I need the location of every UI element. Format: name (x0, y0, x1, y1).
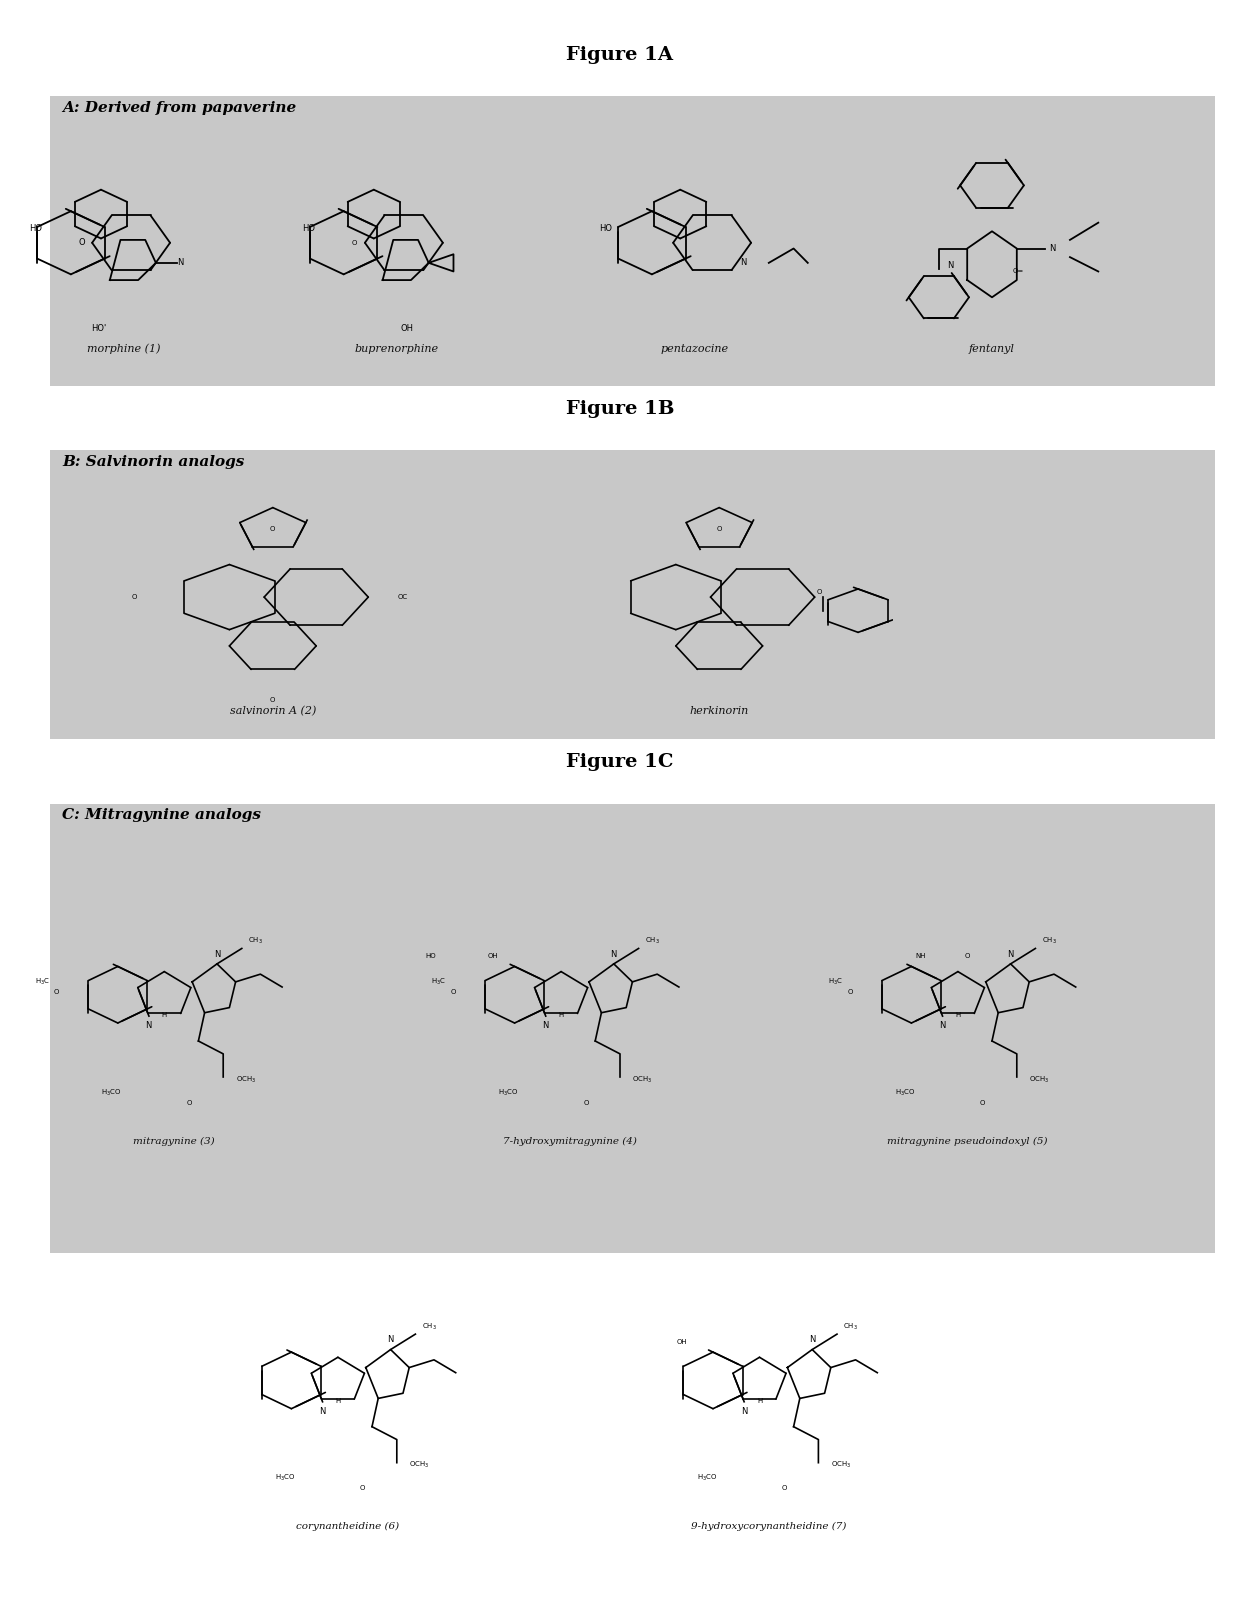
Text: O: O (450, 990, 456, 995)
Text: mitragynine pseudoindoxyl (5): mitragynine pseudoindoxyl (5) (887, 1136, 1048, 1146)
Text: O: O (816, 588, 822, 595)
Text: HO': HO' (92, 325, 107, 333)
Text: O=: O= (1013, 268, 1024, 275)
Text: N: N (610, 950, 618, 959)
Text: H: H (161, 1012, 167, 1019)
Text: C: Mitragynine analogs: C: Mitragynine analogs (62, 808, 260, 823)
Text: O: O (131, 595, 136, 599)
Text: N: N (387, 1335, 394, 1345)
Text: N: N (145, 1020, 153, 1030)
Text: pentazocine: pentazocine (661, 344, 728, 355)
FancyBboxPatch shape (50, 1253, 1215, 1607)
Text: morphine (1): morphine (1) (87, 344, 161, 355)
Text: N: N (808, 1335, 816, 1345)
Text: CH$_3$: CH$_3$ (248, 935, 263, 947)
Text: Figure 1C: Figure 1C (567, 754, 673, 771)
Text: OH: OH (401, 325, 414, 333)
Text: B: Salvinorin analogs: B: Salvinorin analogs (62, 455, 244, 469)
Text: 9-hydroxycorynantheidine (7): 9-hydroxycorynantheidine (7) (691, 1522, 847, 1531)
Text: CH$_3$: CH$_3$ (422, 1321, 436, 1332)
Text: Figure 1B: Figure 1B (565, 400, 675, 418)
Text: OCH$_3$: OCH$_3$ (1029, 1075, 1049, 1085)
Text: herkinorin: herkinorin (689, 705, 749, 717)
Text: N: N (542, 1020, 549, 1030)
Text: H: H (335, 1398, 341, 1405)
Text: H$_3$C: H$_3$C (828, 977, 843, 987)
Text: H$_3$C: H$_3$C (432, 977, 446, 987)
Text: NH: NH (915, 953, 926, 959)
Text: HO: HO (425, 953, 436, 959)
Text: N: N (213, 950, 221, 959)
Text: O: O (847, 990, 853, 995)
Text: OH: OH (677, 1339, 687, 1345)
Text: corynantheidine (6): corynantheidine (6) (295, 1522, 399, 1531)
Text: Figure 1A: Figure 1A (567, 47, 673, 64)
Text: H: H (955, 1012, 961, 1019)
Text: H$_3$CO: H$_3$CO (498, 1088, 518, 1098)
Text: H$_3$CO: H$_3$CO (895, 1088, 915, 1098)
Text: OCH$_3$: OCH$_3$ (236, 1075, 255, 1085)
Text: O: O (78, 238, 84, 247)
Text: N: N (939, 1020, 946, 1030)
Text: H$_3$CO: H$_3$CO (102, 1088, 122, 1098)
Text: fentanyl: fentanyl (970, 344, 1014, 355)
FancyBboxPatch shape (50, 96, 1215, 386)
Text: HO: HO (301, 223, 315, 233)
Text: 7-hydroxymitragynine (4): 7-hydroxymitragynine (4) (503, 1136, 637, 1146)
Text: O: O (717, 527, 722, 532)
Text: N: N (1007, 950, 1014, 959)
Text: H$_3$CO: H$_3$CO (275, 1474, 295, 1483)
Text: OCH$_3$: OCH$_3$ (831, 1461, 851, 1470)
Text: H: H (558, 1012, 564, 1019)
FancyBboxPatch shape (50, 804, 1215, 1607)
Text: OCH$_3$: OCH$_3$ (632, 1075, 652, 1085)
Text: N: N (740, 259, 746, 267)
Text: H: H (756, 1398, 763, 1405)
Text: O: O (186, 1099, 192, 1106)
Text: HO: HO (29, 223, 42, 233)
Text: salvinorin A (2): salvinorin A (2) (229, 705, 316, 717)
Text: mitragynine (3): mitragynine (3) (133, 1136, 215, 1146)
Text: CH$_3$: CH$_3$ (843, 1321, 858, 1332)
Text: O: O (270, 697, 275, 704)
FancyBboxPatch shape (50, 450, 1215, 739)
Text: N: N (177, 259, 184, 267)
Text: A: Derived from papaverine: A: Derived from papaverine (62, 101, 296, 116)
Text: O: O (583, 1099, 589, 1106)
Text: O: O (965, 953, 970, 959)
Text: CH$_3$: CH$_3$ (1042, 935, 1056, 947)
Text: O: O (360, 1485, 366, 1491)
Text: H$_3$CO: H$_3$CO (697, 1474, 717, 1483)
Text: OC: OC (398, 595, 408, 599)
Text: buprenorphine: buprenorphine (355, 344, 439, 355)
Text: O: O (53, 990, 60, 995)
Text: HO: HO (599, 223, 613, 233)
Text: OH: OH (487, 953, 498, 959)
Text: N: N (946, 262, 954, 270)
Text: N: N (1049, 244, 1055, 252)
Text: N: N (740, 1406, 748, 1416)
Text: N: N (319, 1406, 326, 1416)
Text: H$_3$C: H$_3$C (35, 977, 50, 987)
Text: O: O (352, 239, 357, 246)
Text: CH$_3$: CH$_3$ (645, 935, 660, 947)
Text: O: O (781, 1485, 787, 1491)
Text: OCH$_3$: OCH$_3$ (409, 1461, 429, 1470)
Text: O: O (270, 527, 275, 532)
Text: O: O (980, 1099, 986, 1106)
